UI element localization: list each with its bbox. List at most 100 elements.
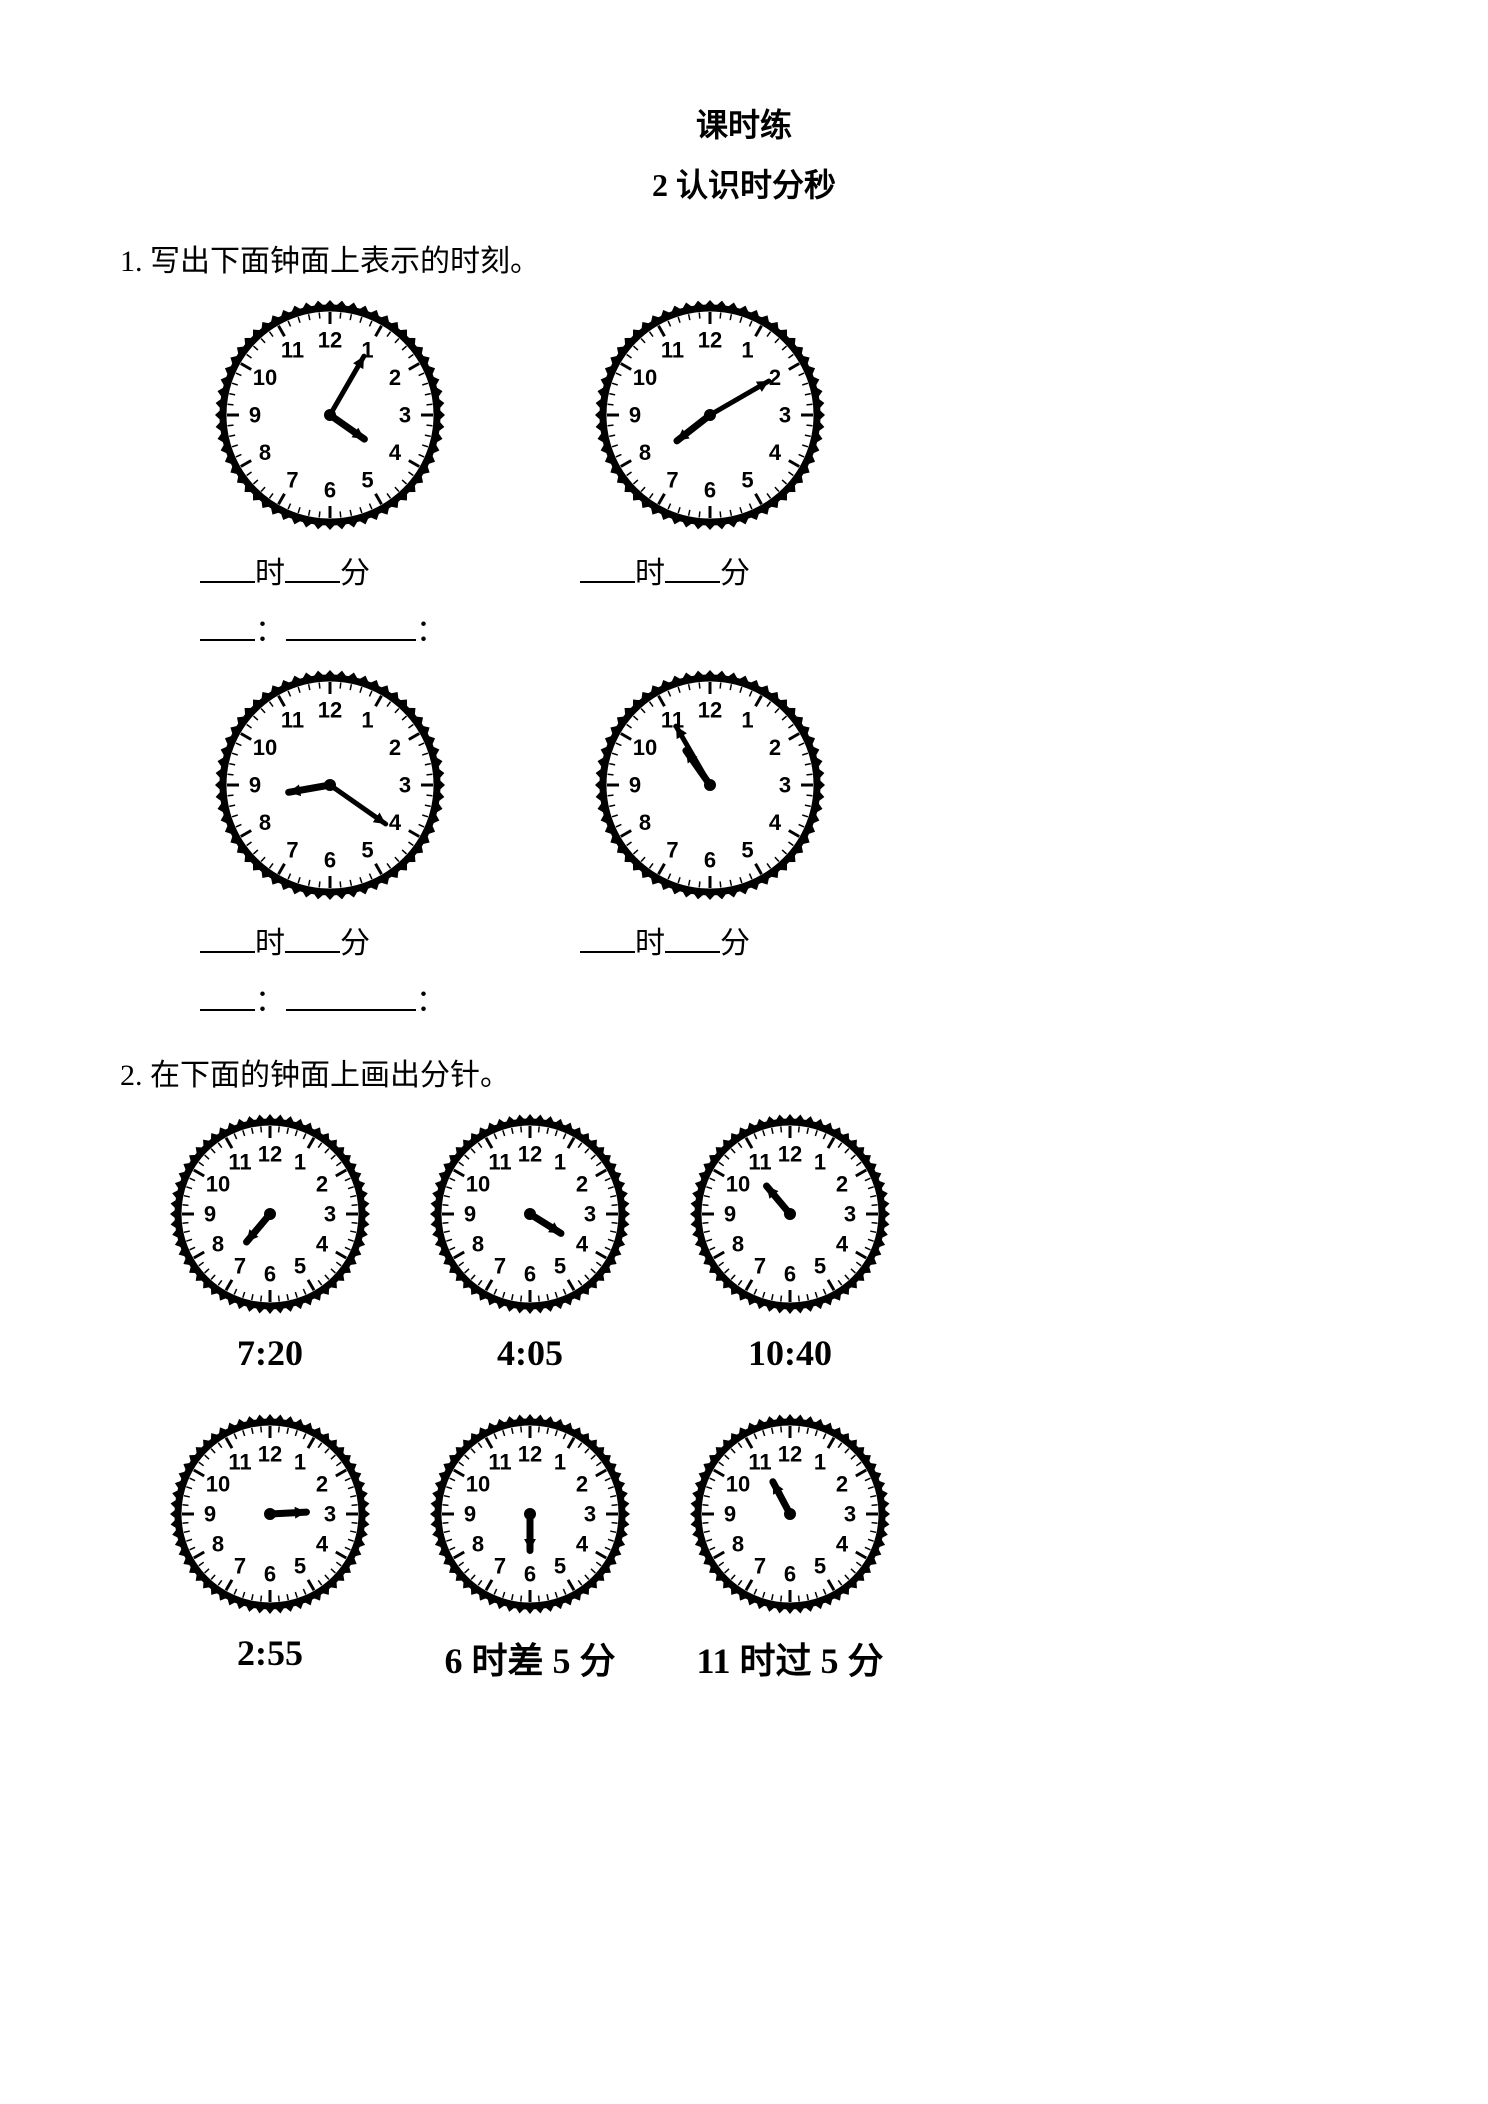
svg-text:4: 4 — [316, 1532, 329, 1557]
svg-text:11: 11 — [281, 708, 304, 733]
svg-text:5: 5 — [741, 838, 753, 863]
q1-clock-4: 123456789101112 — [595, 670, 825, 900]
svg-text:11: 11 — [748, 1150, 771, 1175]
svg-text:1: 1 — [814, 1150, 826, 1175]
svg-text:5: 5 — [741, 468, 753, 493]
svg-text:3: 3 — [844, 1502, 856, 1527]
svg-text:10: 10 — [633, 735, 657, 760]
blank-min[interactable] — [665, 927, 720, 953]
svg-text:7: 7 — [666, 838, 678, 863]
svg-text:7: 7 — [494, 1554, 506, 1579]
svg-text:12: 12 — [778, 1142, 802, 1167]
svg-text:1: 1 — [741, 338, 753, 363]
svg-text:7: 7 — [234, 1554, 246, 1579]
svg-text:11: 11 — [488, 1450, 511, 1475]
svg-text:2: 2 — [576, 1472, 588, 1497]
svg-text:10: 10 — [206, 1472, 230, 1497]
blank-h[interactable] — [200, 615, 255, 641]
blank-hour[interactable] — [580, 927, 635, 953]
q1-clock-1: 123456789101112 — [215, 300, 445, 530]
svg-text:5: 5 — [361, 838, 373, 863]
svg-text:5: 5 — [554, 1254, 566, 1279]
svg-text:2: 2 — [316, 1172, 328, 1197]
blank-min[interactable] — [665, 557, 720, 583]
svg-text:3: 3 — [399, 773, 411, 798]
svg-text:6: 6 — [524, 1262, 536, 1287]
q1-fill-time-2: 时分 — [580, 548, 840, 592]
svg-text:10: 10 — [633, 365, 657, 390]
svg-text:1: 1 — [554, 1450, 566, 1475]
svg-text:8: 8 — [639, 440, 651, 465]
svg-text:9: 9 — [204, 1202, 216, 1227]
svg-text:2: 2 — [576, 1172, 588, 1197]
q1-fill-time-4: 时分 — [580, 918, 840, 962]
svg-text:8: 8 — [732, 1532, 744, 1557]
blank-m[interactable] — [286, 985, 416, 1011]
q2-clock-2-block: 123456789101112 4:05 — [430, 1114, 630, 1374]
q1-fill-time-3: 时分 — [200, 918, 460, 962]
svg-text:2: 2 — [389, 735, 401, 760]
svg-text:12: 12 — [518, 1442, 542, 1467]
svg-text:12: 12 — [778, 1442, 802, 1467]
blank-hour[interactable] — [200, 927, 255, 953]
svg-text:4: 4 — [576, 1532, 589, 1557]
svg-text:5: 5 — [554, 1554, 566, 1579]
svg-text:2: 2 — [769, 365, 781, 390]
svg-text:3: 3 — [584, 1202, 596, 1227]
svg-text:5: 5 — [294, 1554, 306, 1579]
svg-text:7: 7 — [754, 1554, 766, 1579]
svg-text:4: 4 — [836, 1232, 849, 1257]
svg-text:8: 8 — [732, 1232, 744, 1257]
svg-text:4: 4 — [576, 1232, 589, 1257]
svg-text:8: 8 — [639, 810, 651, 835]
svg-text:3: 3 — [399, 403, 411, 428]
blank-m[interactable] — [286, 615, 416, 641]
q2-caption-3: 10:40 — [748, 1332, 832, 1374]
svg-text:11: 11 — [661, 338, 684, 363]
svg-text:4: 4 — [389, 440, 402, 465]
svg-text:2: 2 — [316, 1472, 328, 1497]
svg-text:8: 8 — [472, 1232, 484, 1257]
blank-min[interactable] — [285, 557, 340, 583]
svg-text:6: 6 — [704, 848, 716, 873]
svg-text:8: 8 — [212, 1532, 224, 1557]
q1-fill-colon-1: ：： — [200, 606, 460, 650]
svg-text:10: 10 — [726, 1472, 750, 1497]
svg-text:5: 5 — [814, 1554, 826, 1579]
svg-text:6: 6 — [264, 1562, 276, 1587]
q2-clock-3-block: 123456789101112 10:40 — [690, 1114, 890, 1374]
page-title: 课时练 — [120, 100, 1368, 146]
q2-caption-2: 4:05 — [497, 1332, 563, 1374]
blank-hour[interactable] — [200, 557, 255, 583]
svg-text:4: 4 — [316, 1232, 329, 1257]
svg-text:1: 1 — [814, 1450, 826, 1475]
svg-text:9: 9 — [724, 1502, 736, 1527]
svg-text:8: 8 — [472, 1532, 484, 1557]
question-1-text: 1. 写出下面钟面上表示的时刻。 — [120, 236, 1368, 280]
blank-hour[interactable] — [580, 557, 635, 583]
svg-text:2: 2 — [389, 365, 401, 390]
q2-caption-1: 7:20 — [237, 1332, 303, 1374]
q2-clock-3: 123456789101112 — [690, 1114, 890, 1314]
svg-text:9: 9 — [204, 1502, 216, 1527]
svg-text:11: 11 — [748, 1450, 771, 1475]
svg-text:8: 8 — [259, 810, 271, 835]
blank-h[interactable] — [200, 985, 255, 1011]
q2-clock-6: 123456789101112 — [690, 1414, 890, 1614]
q2-row-2: 123456789101112 2:55 123456789101112 6 时… — [170, 1414, 1368, 1684]
q2-clock-1-block: 123456789101112 7:20 — [170, 1114, 370, 1374]
svg-text:3: 3 — [844, 1202, 856, 1227]
svg-text:4: 4 — [769, 810, 782, 835]
svg-text:12: 12 — [258, 1442, 282, 1467]
q2-clock-5-block: 123456789101112 6 时差 5 分 — [430, 1414, 630, 1684]
q2-clock-6-block: 123456789101112 11 时过 5 分 — [690, 1414, 890, 1684]
svg-text:3: 3 — [779, 403, 791, 428]
svg-text:12: 12 — [318, 328, 342, 353]
svg-text:5: 5 — [814, 1254, 826, 1279]
svg-text:12: 12 — [698, 328, 722, 353]
svg-text:10: 10 — [253, 365, 277, 390]
blank-min[interactable] — [285, 927, 340, 953]
svg-text:6: 6 — [264, 1262, 276, 1287]
q2-caption-5: 6 时差 5 分 — [444, 1632, 615, 1684]
q1-clock-1-block: 123456789101112 时分 ：： — [200, 300, 460, 650]
